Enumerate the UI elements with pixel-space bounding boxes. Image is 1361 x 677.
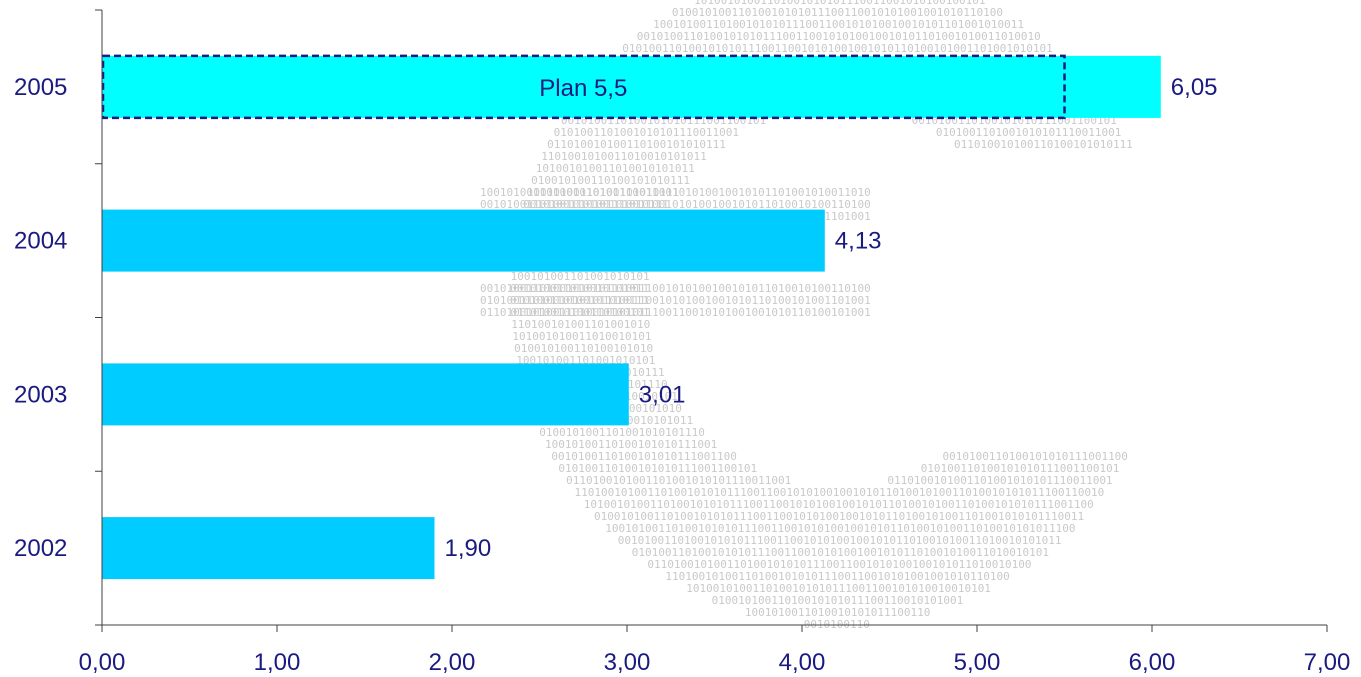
watermark-digits: 0101001101001010101110011001 (936, 126, 1121, 139)
category-label-2005: 2005 (14, 74, 67, 101)
value-label-2003: 3,01 (639, 381, 686, 408)
watermark-digits: 1010010100110100101010111001100101010010… (686, 582, 991, 595)
x-tick-label: 5,00 (954, 649, 1001, 676)
watermark-digits: 10010100110100101010111001 (545, 438, 717, 451)
watermark-digits: 001010011010010101011 (510, 282, 649, 295)
watermark-digits: 0010100110100101010111001100 (551, 450, 736, 463)
category-label-2004: 2004 (14, 228, 67, 255)
value-label-2004: 4,13 (835, 228, 882, 255)
watermark-digits: 1001010011010010101011100110010101001001… (605, 522, 1075, 535)
plan-label: Plan 5,5 (539, 75, 627, 102)
watermark-digits: 0010100110100101010111001100 (943, 450, 1128, 463)
watermark-digits: 0100101001101001010101110 (539, 426, 705, 439)
watermark-digits: 10010100110100101010111 (527, 186, 679, 199)
bars-layer (101, 54, 1161, 580)
watermark-digits: 101001010011010010101 (512, 330, 651, 343)
x-tick-label: 6,00 (1129, 649, 1176, 676)
watermark-digits: 0101001101001010101110011001010100100101… (622, 42, 1052, 55)
x-tick-label: 0,00 (79, 649, 126, 676)
watermark-digits: 0110100101001101001010101110011001 (566, 474, 791, 487)
bar-2005 (102, 55, 1161, 118)
watermark-digits: 1101001010011010010101011100110010101001… (575, 486, 1105, 499)
watermark-digits: 01001010011010010101011100110010101001 (712, 594, 964, 607)
value-label-2002: 1,90 (445, 535, 492, 562)
watermark-digits: 010100110100101010111001100101 (558, 462, 757, 475)
watermark-digits: 0010100110100101010111001100101010010010… (480, 282, 871, 295)
watermark-digits: 0101001101001010101110011001010100100101… (632, 546, 1049, 559)
watermark-digits: 1101001010011010010101011 (541, 150, 707, 163)
watermark-digits: 100101001101001010101 (511, 270, 650, 283)
watermark-digits: 010100110100101010111001100101 (921, 462, 1120, 475)
bar-2002 (102, 517, 435, 580)
category-label-2002: 2002 (14, 535, 67, 562)
watermark-digits: 1001010011010010101011100110010101001001… (653, 18, 1024, 31)
watermark-digits: 0010100110100101010111001100101010010010… (618, 534, 1062, 547)
watermark-digits: 0010100110100101010111001100101010010010… (480, 198, 871, 211)
bar-2004 (102, 209, 825, 272)
watermark-digits: 010010100110100101010 (514, 342, 653, 355)
axes-layer: 0,00 1,00 2,00 3,00 4,00 5,00 6,00 7,00 (79, 9, 1351, 676)
watermark-digits: 101001010011010010101011 (536, 162, 695, 175)
x-tick-label: 4,00 (779, 649, 826, 676)
watermark-digits: 1001010011010010101011100110 (745, 606, 930, 619)
category-label-2003: 2003 (14, 381, 67, 408)
watermark-digits: 0101001101001010101110011001010100100101… (480, 294, 871, 307)
watermark-digits: 011010010100110100101010111 (954, 138, 1133, 151)
plan-marker (101, 54, 1066, 120)
x-tick-label: 2,00 (429, 649, 476, 676)
watermark-digits: 0010100110100101010111 (523, 198, 669, 211)
watermark-digits: 1001010011010010101011100110010101001001… (480, 186, 871, 199)
watermark-digits: 0101001101001010101110011001 (554, 126, 739, 139)
watermark-digits: 0100101001101001010101110011001010100100… (672, 6, 1003, 19)
x-tick-label: 7,00 (1304, 649, 1351, 676)
watermark-digits: 0010100110100101010111001100101010010010… (637, 30, 1041, 43)
watermark-digits: 1101001010011010010101011100110010101001… (665, 570, 1009, 583)
x-tick-label: 1,00 (254, 649, 301, 676)
watermark-digits: 010100110100101010111 (510, 294, 649, 307)
value-label-2005: 6,05 (1171, 74, 1218, 101)
watermark-digits: 011010010100110100101010111 (547, 138, 726, 151)
labels-layer: 2005 6,05 Plan 5,5 2004 4,13 2003 3,01 2002 1,90 (14, 74, 1218, 562)
watermark-digits: 1010010100110100101010111001100101010010… (694, 0, 985, 7)
watermark-digits: 011010010100110100101 (510, 306, 649, 319)
watermark-digits: 110100101001101001010 (511, 318, 650, 331)
bar-2003 (102, 363, 629, 426)
watermark-digits: 1010010100110100101010111001100101010010… (584, 498, 1094, 511)
watermark-digits: 0110100101001101001010101110011001 (887, 474, 1112, 487)
watermark-digits: 0110100101001101001010101110011001010100… (647, 558, 1031, 571)
watermark-digits: 010010100110100101010111 (531, 174, 690, 187)
watermark-digits: 0100101001101001010101110011001010100100… (594, 510, 1084, 523)
x-tick-label: 3,00 (604, 649, 651, 676)
watermark-digits: 0110100101001101001010101110011001010100… (480, 306, 871, 319)
